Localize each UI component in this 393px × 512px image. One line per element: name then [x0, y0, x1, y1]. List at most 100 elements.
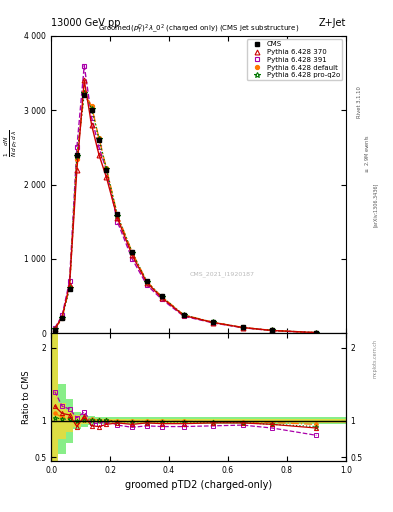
Pythia 6.428 370 [104, 174, 109, 180]
CMS [115, 211, 120, 218]
Pythia 6.428 default [104, 165, 109, 172]
Pythia 6.428 391 [115, 219, 120, 225]
Y-axis label: Ratio to CMS: Ratio to CMS [22, 370, 31, 424]
Line: Pythia 6.428 default: Pythia 6.428 default [53, 90, 318, 335]
Pythia 6.428 370 [60, 314, 64, 320]
CMS [75, 152, 79, 158]
Pythia 6.428 default [89, 103, 94, 110]
Pythia 6.428 370 [182, 312, 186, 318]
Pythia 6.428 default [182, 312, 186, 318]
Pythia 6.428 370 [75, 166, 79, 173]
Pythia 6.428 default [115, 212, 120, 218]
CMS [104, 166, 109, 173]
Pythia 6.428 pro-q2o [82, 90, 86, 96]
Pythia 6.428 370 [115, 215, 120, 221]
Pythia 6.428 pro-q2o [159, 294, 164, 300]
Pythia 6.428 391 [130, 256, 134, 262]
Pythia 6.428 default [145, 279, 149, 285]
Pythia 6.428 391 [75, 144, 79, 151]
Pythia 6.428 default [60, 314, 64, 321]
Pythia 6.428 pro-q2o [211, 319, 216, 326]
Pythia 6.428 default [314, 330, 319, 336]
Text: $\frac{1}{N}\frac{dN}{d\,p_T\,d\,\lambda}$: $\frac{1}{N}\frac{dN}{d\,p_T\,d\,\lambda… [3, 130, 20, 157]
Pythia 6.428 pro-q2o [241, 325, 245, 331]
CMS [211, 319, 216, 325]
Pythia 6.428 default [130, 249, 134, 255]
Pythia 6.428 pro-q2o [60, 315, 64, 321]
Pythia 6.428 pro-q2o [52, 326, 57, 332]
Pythia 6.428 pro-q2o [314, 330, 319, 336]
Pythia 6.428 370 [211, 319, 216, 326]
Pythia 6.428 default [97, 135, 101, 141]
Pythia 6.428 391 [314, 330, 319, 336]
Line: Pythia 6.428 pro-q2o: Pythia 6.428 pro-q2o [52, 90, 319, 335]
X-axis label: groomed pTD2 (charged-only): groomed pTD2 (charged-only) [125, 480, 272, 490]
Pythia 6.428 391 [60, 312, 64, 318]
Text: Rivet 3.1.10: Rivet 3.1.10 [357, 87, 362, 118]
Pythia 6.428 default [159, 293, 164, 300]
Pythia 6.428 391 [89, 115, 94, 121]
CMS [97, 137, 101, 143]
Pythia 6.428 default [52, 326, 57, 332]
Pythia 6.428 default [75, 156, 79, 162]
Text: Z+Jet: Z+Jet [318, 18, 346, 28]
Pythia 6.428 391 [67, 278, 72, 284]
Pythia 6.428 370 [314, 330, 319, 336]
CMS [270, 327, 275, 333]
CMS [60, 315, 64, 322]
Text: 13000 GeV pp: 13000 GeV pp [51, 18, 121, 28]
CMS [241, 324, 245, 330]
Line: CMS: CMS [52, 93, 319, 335]
Legend: CMS, Pythia 6.428 370, Pythia 6.428 391, Pythia 6.428 default, Pythia 6.428 pro-: CMS, Pythia 6.428 370, Pythia 6.428 391,… [247, 39, 342, 80]
Pythia 6.428 pro-q2o [115, 213, 120, 219]
Title: Groomed$(p_T^D)^2\lambda\_0^2$ (charged only) (CMS jet substructure): Groomed$(p_T^D)^2\lambda\_0^2$ (charged … [98, 23, 299, 36]
Pythia 6.428 391 [159, 296, 164, 302]
Pythia 6.428 pro-q2o [89, 105, 94, 112]
Pythia 6.428 391 [97, 144, 101, 151]
Text: $\geq$ 2.9M events: $\geq$ 2.9M events [364, 134, 371, 173]
Pythia 6.428 default [270, 327, 275, 333]
Pythia 6.428 391 [104, 166, 109, 173]
Pythia 6.428 pro-q2o [270, 327, 275, 333]
Pythia 6.428 pro-q2o [182, 312, 186, 318]
CMS [145, 278, 149, 284]
Pythia 6.428 370 [145, 280, 149, 286]
CMS [67, 286, 72, 292]
Pythia 6.428 pro-q2o [104, 166, 109, 172]
CMS [314, 330, 319, 336]
Pythia 6.428 391 [52, 325, 57, 331]
Pythia 6.428 default [241, 325, 245, 331]
Line: Pythia 6.428 370: Pythia 6.428 370 [52, 78, 319, 335]
Pythia 6.428 370 [270, 327, 275, 333]
Pythia 6.428 pro-q2o [75, 153, 79, 159]
Pythia 6.428 pro-q2o [130, 249, 134, 255]
Pythia 6.428 370 [241, 325, 245, 331]
CMS [82, 92, 86, 98]
CMS [130, 248, 134, 254]
Pythia 6.428 370 [159, 294, 164, 301]
Pythia 6.428 pro-q2o [145, 279, 149, 285]
Pythia 6.428 370 [97, 152, 101, 158]
Pythia 6.428 default [82, 89, 86, 95]
Text: mcplots.cern.ch: mcplots.cern.ch [373, 339, 378, 378]
Pythia 6.428 391 [211, 320, 216, 326]
Pythia 6.428 391 [82, 62, 86, 69]
Pythia 6.428 370 [52, 326, 57, 332]
Pythia 6.428 391 [270, 328, 275, 334]
CMS [159, 293, 164, 299]
Pythia 6.428 391 [145, 282, 149, 288]
Text: [arXiv:1306.3436]: [arXiv:1306.3436] [373, 183, 378, 227]
Pythia 6.428 391 [241, 325, 245, 331]
Pythia 6.428 pro-q2o [97, 136, 101, 142]
Pythia 6.428 370 [67, 282, 72, 288]
Pythia 6.428 370 [82, 77, 86, 83]
Pythia 6.428 default [211, 319, 216, 326]
CMS [182, 312, 186, 318]
Line: Pythia 6.428 391: Pythia 6.428 391 [52, 63, 319, 335]
Pythia 6.428 370 [130, 252, 134, 258]
CMS [89, 107, 94, 113]
CMS [52, 327, 57, 333]
Text: CMS_2021_I1920187: CMS_2021_I1920187 [189, 271, 255, 276]
Pythia 6.428 pro-q2o [67, 285, 72, 291]
Pythia 6.428 391 [182, 313, 186, 319]
